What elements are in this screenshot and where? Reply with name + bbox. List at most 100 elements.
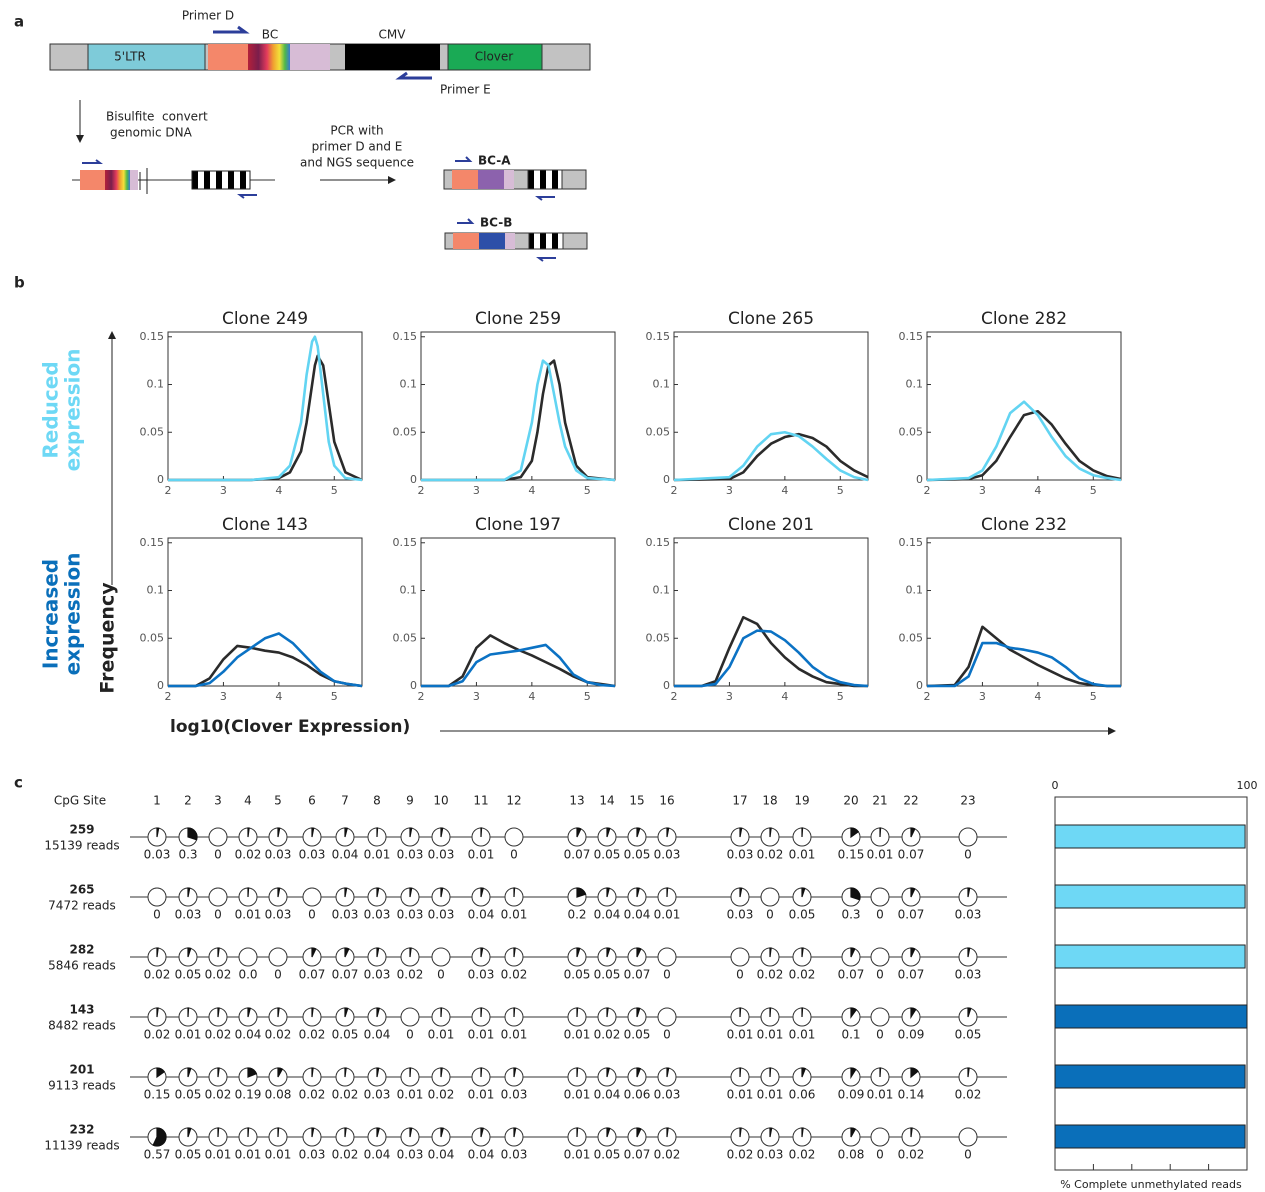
chart-title: Clone 143 <box>222 515 308 535</box>
primer <box>455 157 470 161</box>
y-tick-label: 0.15 <box>646 330 671 343</box>
x-tick-label: 3 <box>726 484 733 497</box>
value-label: 0.05 <box>332 1028 359 1042</box>
site-number: 20 <box>843 794 858 808</box>
value-label: 0.03 <box>364 908 391 922</box>
line-series <box>168 633 362 686</box>
value-label: 0.04 <box>468 908 495 922</box>
value-label: 0.02 <box>955 1088 982 1102</box>
row-label: expression <box>61 553 85 676</box>
value-label: 0.06 <box>789 1088 816 1102</box>
value-label: 0.07 <box>624 968 651 982</box>
value-label: 0.02 <box>654 1148 681 1162</box>
value-label: 0.01 <box>468 848 495 862</box>
x-tick-label: 2 <box>671 690 678 703</box>
site-number: 23 <box>960 794 975 808</box>
value-label: 0 <box>153 908 161 922</box>
site-number: 5 <box>274 794 282 808</box>
value-label: 0.01 <box>235 1148 262 1162</box>
methylation-wedge <box>514 888 515 897</box>
y-tick-label: 0.05 <box>140 631 165 644</box>
methylation-wedge <box>278 1128 279 1137</box>
label: BC <box>262 28 278 42</box>
x-tick-label: 3 <box>220 690 227 703</box>
x-tick-label: 5 <box>584 484 591 497</box>
methylation-wedge <box>770 1008 771 1017</box>
value-label: 0 <box>736 968 744 982</box>
cpg-circle <box>761 888 779 906</box>
methylation-wedge <box>880 828 881 837</box>
value-label: 0.01 <box>654 908 681 922</box>
plot-frame <box>421 538 615 686</box>
value-label: 0.03 <box>757 1148 784 1162</box>
value-label: 0.07 <box>564 848 591 862</box>
value-label: 0 <box>766 908 774 922</box>
x-tick-label: 2 <box>418 484 425 497</box>
x-tick-label: 2 <box>924 690 931 703</box>
value-label: 0.02 <box>789 1148 816 1162</box>
line-series <box>674 631 868 686</box>
bar <box>1055 825 1245 848</box>
value-label: 0.03 <box>144 848 171 862</box>
x-axis-label: log10(Clover Expression) <box>170 717 410 737</box>
value-label: 0.01 <box>175 1028 202 1042</box>
value-label: 0.01 <box>235 908 262 922</box>
y-tick-label: 0.1 <box>147 584 165 597</box>
cmv-segment <box>345 44 440 70</box>
value-label: 0.03 <box>299 848 326 862</box>
value-label: 0.01 <box>789 1028 816 1042</box>
value-label: 0.19 <box>235 1088 262 1102</box>
value-label: 0 <box>663 968 671 982</box>
label: 5'LTR <box>114 50 146 64</box>
y-tick-label: 0 <box>157 473 164 486</box>
value-label: 0.06 <box>624 1088 651 1102</box>
value-label: 0.05 <box>594 968 621 982</box>
plot-frame <box>927 332 1121 480</box>
value-label: 0.03 <box>955 908 982 922</box>
value-label: 0.02 <box>205 1088 232 1102</box>
y-tick-label: 0.15 <box>646 536 671 549</box>
value-label: 0.02 <box>299 1028 326 1042</box>
methylation-wedge <box>577 1068 578 1077</box>
line-series <box>421 361 615 480</box>
value-label: 0.03 <box>501 1088 528 1102</box>
value-label: 0.05 <box>175 968 202 982</box>
value-label: 0.09 <box>838 1088 865 1102</box>
value-label: 0.03 <box>175 908 202 922</box>
value-label: 0.07 <box>898 968 925 982</box>
x-tick-label: 5 <box>331 690 338 703</box>
value-label: 0 <box>406 1028 414 1042</box>
clone-id: 201 <box>69 1063 94 1077</box>
cpg-circle <box>871 1128 889 1146</box>
value-label: 0.03 <box>727 848 754 862</box>
value-label: 0.02 <box>332 1088 359 1102</box>
value-label: 0.09 <box>898 1028 925 1042</box>
value-label: 0.0 <box>238 968 257 982</box>
site-number: 17 <box>732 794 747 808</box>
y-tick-label: 0 <box>663 473 670 486</box>
value-label: 0.57 <box>144 1148 171 1162</box>
read-count: 11139 reads <box>44 1139 119 1153</box>
primer <box>213 27 245 32</box>
value-label: 0.03 <box>727 908 754 922</box>
value-label: 0.05 <box>594 1148 621 1162</box>
value-label: 0.02 <box>235 848 262 862</box>
methylation-wedge <box>377 828 378 837</box>
x-tick-label: 5 <box>331 484 338 497</box>
value-label: 0.02 <box>265 1028 292 1042</box>
label: PCR with <box>330 124 383 138</box>
value-label: 0.05 <box>594 848 621 862</box>
y-tick-label: 0.05 <box>646 631 671 644</box>
label: Primer E <box>440 83 491 97</box>
value-label: 0.03 <box>428 848 455 862</box>
y-tick-label: 0.1 <box>653 378 671 391</box>
value-label: 0.04 <box>428 1148 455 1162</box>
value-label: 0.01 <box>468 1088 495 1102</box>
value-label: 0 <box>876 1028 884 1042</box>
x-tick-label: 4 <box>275 484 282 497</box>
chart-title: Clone 197 <box>475 515 561 535</box>
x-tick-label: 5 <box>1090 484 1097 497</box>
value-label: 0.14 <box>898 1088 925 1102</box>
cpg-circle <box>871 948 889 966</box>
line-series <box>674 432 868 480</box>
